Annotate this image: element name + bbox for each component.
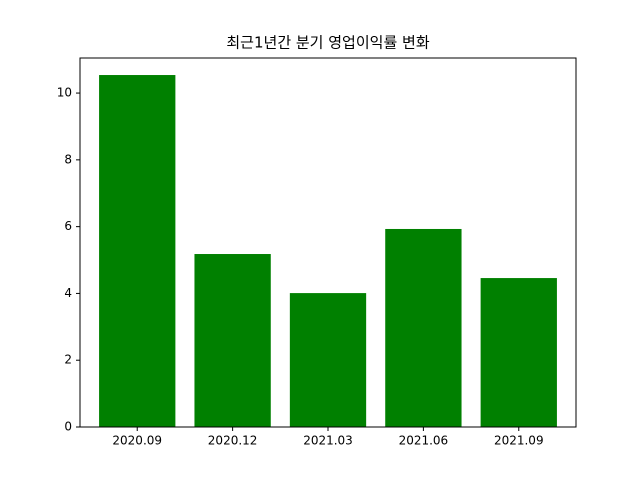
plot-frame	[79, 57, 577, 428]
bar	[289, 293, 367, 427]
y-tick-label: 10	[57, 86, 72, 100]
y-tick-label: 8	[64, 152, 72, 166]
x-tick-label: 2020.09	[112, 434, 162, 448]
y-tick-label: 0	[64, 420, 72, 434]
x-tick-label: 2021.03	[303, 434, 353, 448]
bar	[194, 254, 271, 427]
y-tick-label: 2	[64, 353, 72, 367]
y-tick-label: 6	[64, 219, 72, 233]
x-tick-label: 2021.06	[399, 434, 449, 448]
bar	[385, 228, 462, 427]
bar	[99, 75, 176, 428]
y-tick-label: 4	[64, 286, 72, 300]
chart-title: 최근1년간 분기 영업이익률 변화	[226, 34, 429, 52]
x-tick-label: 2020.12	[208, 434, 258, 448]
bar	[480, 278, 557, 427]
x-tick-label: 2021.09	[494, 434, 544, 448]
